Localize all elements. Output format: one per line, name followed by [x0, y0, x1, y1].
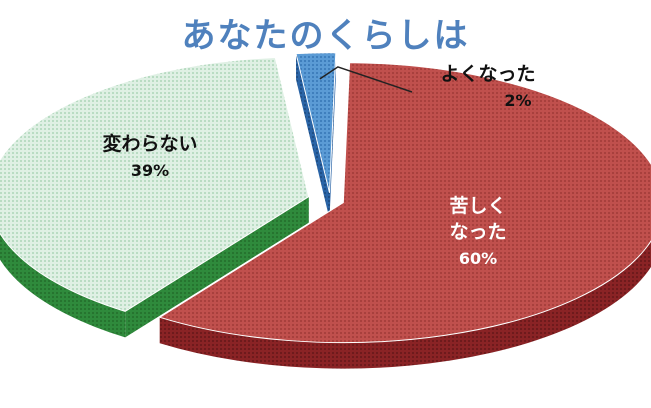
pie-slice-wall — [296, 53, 330, 219]
slice-label: よくなった — [440, 63, 535, 85]
slice-label: 変わらない — [102, 132, 197, 155]
pie-slice-top — [158, 62, 651, 344]
pie-slice-top — [295, 52, 337, 193]
pie-slice-wall — [125, 196, 309, 338]
pie-slice-top — [0, 56, 310, 312]
slice-percent-label: 39% — [131, 161, 169, 180]
slice-percent-label: 2% — [504, 91, 531, 110]
leader-line — [319, 66, 413, 93]
pie-slice-苦しくなった — [158, 62, 651, 369]
pie-slice-よくなった — [295, 52, 337, 219]
slice-label: なった — [449, 221, 506, 243]
pie-slice-side — [0, 233, 126, 338]
pie-slice-変わらない — [0, 56, 310, 338]
chart-title: あなたのくらしは — [181, 16, 470, 56]
slice-percent-label: 60% — [459, 249, 497, 268]
slice-label: 苦しく — [449, 194, 506, 217]
pie-slice-side — [159, 241, 651, 369]
